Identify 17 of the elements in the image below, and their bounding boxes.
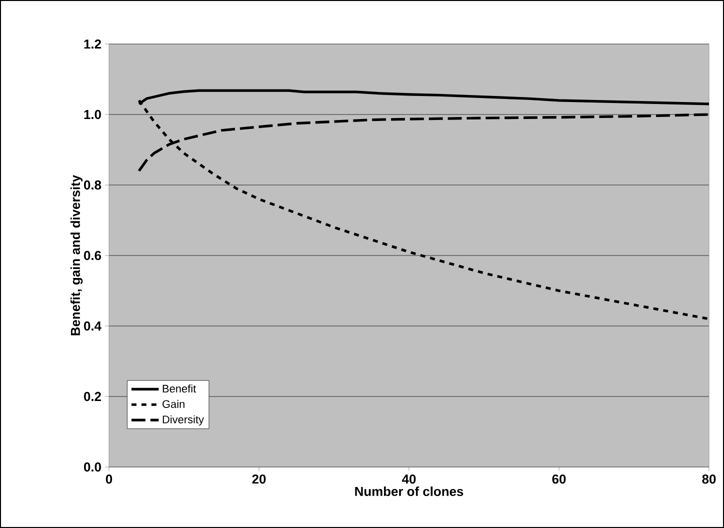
x-tick-label: 60 (552, 474, 566, 484)
legend-label: Benefit (162, 384, 196, 393)
x-tick-label: 80 (702, 474, 716, 484)
y-tick-label: 0.6 (84, 250, 102, 260)
y-tick-label: 0.8 (84, 180, 102, 190)
x-axis-title: Number of clones (355, 486, 464, 496)
y-tick-label: 0.2 (84, 392, 101, 402)
y-axis-title: Benefit, gain and diversity (70, 174, 83, 336)
y-tick-label: 1.2 (84, 39, 101, 49)
x-tick-label: 0 (106, 474, 112, 484)
legend-label: Gain (162, 400, 184, 408)
legend-label: Diversity (162, 415, 204, 426)
y-tick-label: 1.0 (84, 110, 101, 120)
x-tick-label: 40 (402, 474, 416, 484)
y-tick-label: 0.4 (84, 321, 102, 331)
y-tick-label: 0.0 (84, 462, 101, 472)
x-tick-label: 20 (252, 474, 266, 484)
